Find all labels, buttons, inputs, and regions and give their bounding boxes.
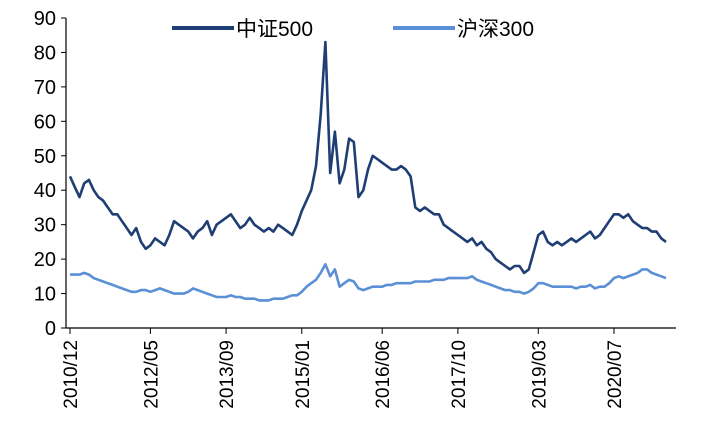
- y-tick-label: 30: [34, 215, 56, 237]
- y-tick-label: 40: [34, 180, 56, 202]
- y-tick-label: 0: [45, 318, 56, 340]
- x-tick-label: 2012/05: [141, 340, 162, 409]
- series-line-0: [68, 40, 667, 275]
- y-tick-label: 80: [34, 42, 56, 64]
- legend: 中证500 沪深300: [172, 18, 534, 41]
- series-line-1: [70, 263, 667, 302]
- y-tick-label: 20: [34, 249, 56, 271]
- x-tick-label: 2020/07: [605, 340, 626, 409]
- x-tick-label: 2017/10: [449, 340, 470, 409]
- y-tick-label: 60: [34, 111, 56, 133]
- y-tick-label: 10: [34, 284, 56, 306]
- x-tick-label: 2013/09: [217, 340, 238, 409]
- x-tick-label: 2016/06: [373, 340, 394, 409]
- axis-layer: 0 10 20 30 40 50 60 70 80 90 2010/12 2012/05 2013/09…: [34, 8, 676, 409]
- legend-label-0: 中证500: [236, 18, 313, 41]
- y-tick-label: 70: [34, 77, 56, 99]
- x-tick-label: 2015/01: [293, 340, 314, 409]
- series-layer: [68, 40, 667, 302]
- x-tick-label: 2010/12: [61, 340, 82, 409]
- legend-label-1: 沪深300: [457, 18, 534, 41]
- x-tick-label: 2019/03: [529, 340, 550, 409]
- y-tick-label: 90: [34, 8, 56, 30]
- y-tick-label: 50: [34, 146, 56, 168]
